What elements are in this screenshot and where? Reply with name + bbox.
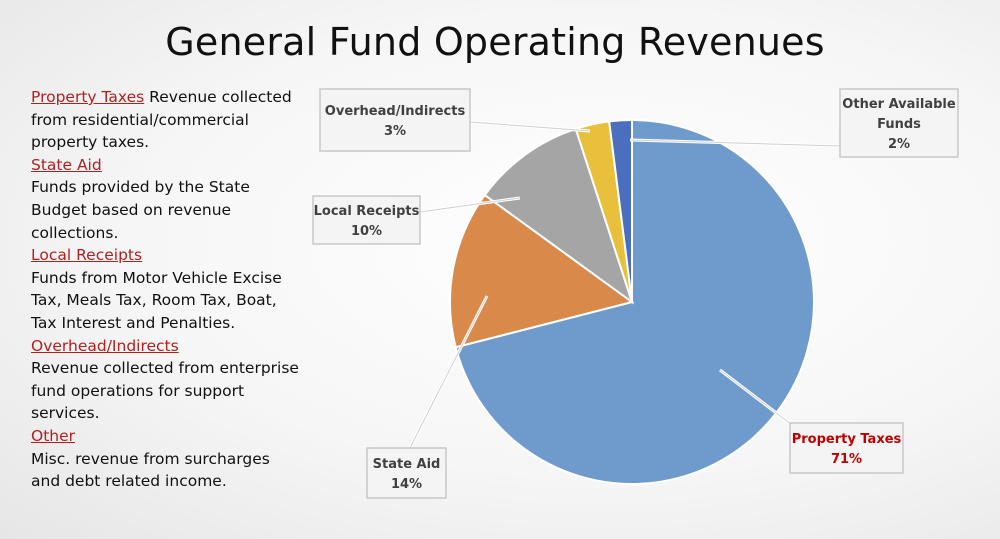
slice-name-label: Overhead/Indirects bbox=[325, 104, 466, 119]
pie-slice-other-available-funds bbox=[608, 118, 633, 303]
slice-value-label: 2% bbox=[888, 137, 910, 152]
definition-local-receipts: Local Receipts Funds from Motor Vehicle … bbox=[31, 244, 301, 334]
slice-value-label: 14% bbox=[391, 477, 422, 492]
callout-box bbox=[839, 88, 959, 158]
definition-property-taxes: Property Taxes Revenue collected from re… bbox=[31, 86, 301, 154]
slice-name-label: Property Taxes bbox=[792, 432, 902, 447]
slice-name-label: Other Available bbox=[842, 97, 956, 112]
callout-property-taxes: Property Taxes 71% bbox=[719, 368, 904, 474]
callout-box bbox=[312, 195, 421, 245]
page-title: General Fund Operating Revenues bbox=[165, 20, 825, 64]
definition-text: Misc. revenue from surcharges and debt r… bbox=[31, 449, 270, 491]
callout-leader-line bbox=[629, 139, 841, 147]
definition-term: Local Receipts bbox=[31, 246, 143, 265]
definition-state-aid: State Aid Funds provided by the State Bu… bbox=[31, 154, 301, 244]
callout-leader-line bbox=[409, 295, 488, 449]
slice-name-label: Funds bbox=[877, 117, 921, 132]
definition-text: Funds from Motor Vehicle Excise Tax, Mea… bbox=[31, 268, 282, 332]
slice-name-label: State Aid bbox=[373, 457, 441, 472]
callout-local-receipts: Local Receipts 10% bbox=[312, 195, 521, 245]
callout-leader-line bbox=[719, 369, 797, 429]
definition-overhead: Overhead/Indirects Revenue collected fro… bbox=[31, 335, 301, 425]
callout-box bbox=[366, 447, 447, 499]
callout-other-available-funds: Other Available Funds 2% bbox=[629, 88, 959, 158]
callout-leader-line bbox=[419, 197, 521, 213]
callout-leader-line bbox=[469, 121, 591, 132]
callout-state-aid: State Aid 14% bbox=[366, 295, 489, 499]
pie-slices bbox=[449, 118, 815, 485]
definition-text: Funds provided by the State Budget based… bbox=[31, 178, 250, 242]
slice-value-label: 71% bbox=[831, 452, 862, 467]
callout-overhead-indirects: Overhead/Indirects 3% bbox=[319, 88, 591, 152]
definition-term: Overhead/Indirects bbox=[31, 336, 179, 355]
definition-term: Property Taxes bbox=[31, 88, 145, 106]
definition-term: Other bbox=[31, 426, 76, 445]
definition-other: Other Misc. revenue from surcharges and … bbox=[31, 425, 301, 493]
slice-name-label: Local Receipts bbox=[314, 204, 420, 219]
slice-value-label: 10% bbox=[351, 224, 382, 239]
definitions-list: Property Taxes Revenue collected from re… bbox=[31, 86, 301, 493]
definition-text: Revenue collected from enterprise fund o… bbox=[31, 359, 299, 423]
definition-text: Revenue collected from residential/comme… bbox=[31, 88, 292, 152]
definition-term: State Aid bbox=[31, 155, 102, 174]
callout-box bbox=[319, 88, 471, 152]
callout-box bbox=[789, 422, 904, 474]
slice-value-label: 3% bbox=[384, 124, 406, 139]
